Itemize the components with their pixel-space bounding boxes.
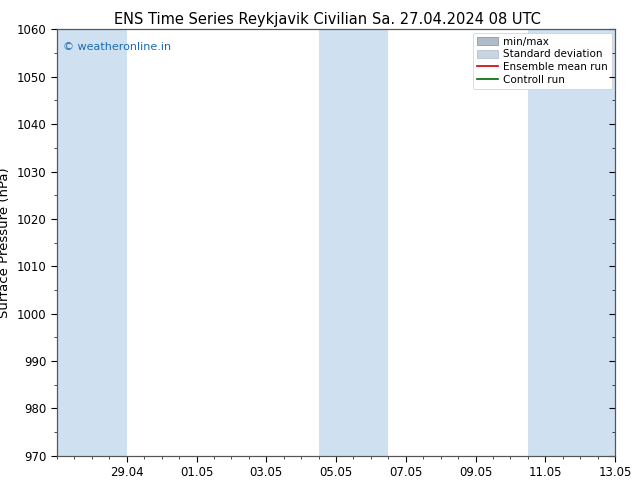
Bar xyxy=(57,29,127,456)
Bar xyxy=(528,29,615,456)
Legend: min/max, Standard deviation, Ensemble mean run, Controll run: min/max, Standard deviation, Ensemble me… xyxy=(473,32,612,89)
Text: © weatheronline.in: © weatheronline.in xyxy=(63,42,171,52)
Y-axis label: Surface Pressure (hPa): Surface Pressure (hPa) xyxy=(0,167,11,318)
Bar xyxy=(319,29,388,456)
Text: ENS Time Series Reykjavik Civilian: ENS Time Series Reykjavik Civilian xyxy=(114,12,368,27)
Text: Sa. 27.04.2024 08 UTC: Sa. 27.04.2024 08 UTC xyxy=(372,12,541,27)
